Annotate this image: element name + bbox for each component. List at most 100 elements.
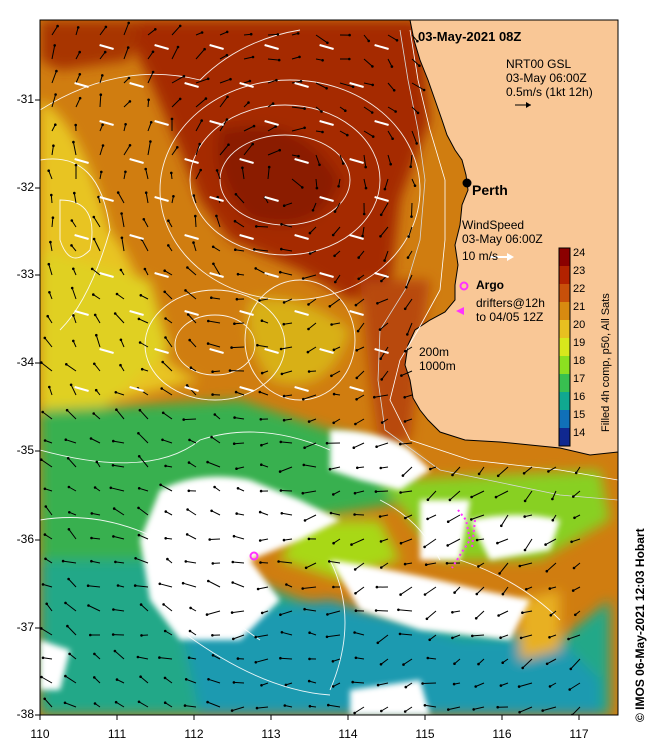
current-arrow-head bbox=[308, 252, 312, 255]
colorbar-tick-label: 19 bbox=[573, 337, 586, 349]
current-arrow-head bbox=[328, 467, 332, 471]
current-arrow-head bbox=[260, 463, 263, 467]
wind-arrow bbox=[319, 348, 334, 354]
current-arrow bbox=[284, 202, 293, 207]
current-arrow bbox=[162, 412, 173, 420]
current-arrow bbox=[143, 219, 149, 228]
contour-lines bbox=[40, 29, 561, 696]
wind-arrow bbox=[239, 310, 254, 316]
current-arrow-head bbox=[496, 705, 500, 709]
current-arrow bbox=[145, 192, 149, 204]
current-arrow bbox=[171, 147, 178, 156]
current-arrow bbox=[267, 58, 280, 61]
current-arrow-head bbox=[206, 460, 209, 464]
current-arrow-head bbox=[521, 666, 524, 670]
current-arrow-head bbox=[112, 535, 115, 538]
current-arrow-head bbox=[93, 676, 96, 679]
current-arrow-head bbox=[90, 536, 93, 540]
current-arrow-head bbox=[188, 629, 192, 633]
current-arrow-head bbox=[120, 212, 123, 215]
current-arrow-head bbox=[94, 388, 98, 392]
current-legend-line2: 03-May 06:00Z bbox=[506, 71, 587, 85]
colorbar-tick-label: 21 bbox=[573, 301, 586, 313]
current-arrow-head bbox=[451, 611, 454, 614]
current-arrow bbox=[303, 394, 317, 400]
current-arrow bbox=[354, 490, 365, 494]
current-arrow bbox=[308, 322, 317, 330]
current-arrow bbox=[121, 237, 125, 252]
current-arrow bbox=[235, 193, 245, 204]
current-arrow bbox=[207, 461, 221, 468]
current-arrow-head bbox=[279, 347, 283, 351]
y-tick-label: -34 bbox=[16, 355, 34, 369]
current-arrow-head bbox=[167, 219, 170, 222]
current-arrow-head bbox=[78, 96, 82, 100]
current-arrow-head bbox=[303, 446, 306, 450]
current-arrow bbox=[339, 82, 354, 88]
current-arrow bbox=[243, 143, 254, 156]
current-arrow bbox=[159, 583, 173, 588]
current-arrow bbox=[51, 217, 54, 228]
current-arrow-head bbox=[186, 266, 189, 269]
current-arrow-head bbox=[70, 244, 73, 247]
wind-legend-line2: 03-May 06:00Z bbox=[462, 232, 543, 246]
current-arrow-head bbox=[112, 439, 115, 443]
current-arrow-head bbox=[333, 210, 337, 213]
current-arrow-head bbox=[475, 592, 479, 596]
current-arrow-head bbox=[475, 538, 479, 542]
current-arrow bbox=[93, 413, 101, 420]
current-arrow-head bbox=[234, 193, 238, 196]
wind-arrow bbox=[154, 196, 169, 202]
current-arrow bbox=[140, 676, 149, 684]
current-arrow bbox=[135, 585, 149, 588]
current-arrow-head bbox=[303, 607, 306, 611]
current-arrow bbox=[339, 154, 344, 164]
current-arrow-head bbox=[120, 236, 124, 240]
current-arrow-head bbox=[164, 336, 167, 339]
current-arrow-head bbox=[308, 231, 312, 235]
current-arrow-head bbox=[52, 144, 55, 147]
current-arrow-head bbox=[210, 509, 213, 513]
current-arrow bbox=[147, 122, 152, 132]
current-arrow-head bbox=[364, 165, 368, 169]
current-arrow-head bbox=[111, 464, 115, 467]
current-arrow bbox=[64, 702, 77, 708]
current-arrow-head bbox=[545, 662, 549, 666]
current-arrow bbox=[354, 706, 365, 714]
current-arrow-head bbox=[89, 437, 93, 440]
current-arrow bbox=[99, 75, 103, 84]
current-arrow bbox=[71, 287, 77, 300]
current-arrow-head bbox=[277, 58, 281, 62]
current-arrow bbox=[356, 394, 365, 400]
current-arrow-head bbox=[133, 584, 137, 587]
current-arrow-head bbox=[423, 545, 426, 549]
current-arrow-head bbox=[43, 533, 47, 536]
current-arrow bbox=[303, 464, 317, 468]
colorbar-title: Filled 4h comp, p50, All Sats bbox=[600, 262, 620, 432]
current-arrow bbox=[542, 706, 557, 712]
current-arrow-head bbox=[406, 333, 409, 336]
current-arrow-head bbox=[93, 313, 97, 317]
current-arrow-head bbox=[170, 117, 174, 121]
current-arrow-head bbox=[280, 247, 283, 251]
current-arrow-head bbox=[167, 244, 170, 247]
current-arrow bbox=[162, 361, 173, 372]
current-arrow-head bbox=[139, 675, 142, 678]
current-arrow bbox=[48, 386, 53, 396]
current-arrow bbox=[138, 701, 149, 708]
current-arrow bbox=[411, 82, 425, 91]
y-tick-label: -36 bbox=[16, 532, 34, 546]
current-arrow-head bbox=[228, 369, 232, 372]
current-arrow-head bbox=[523, 548, 527, 552]
current-arrow bbox=[67, 625, 77, 636]
current-arrow bbox=[502, 586, 509, 595]
current-arrow bbox=[233, 681, 245, 684]
current-arrow bbox=[256, 706, 269, 709]
current-arrow bbox=[374, 394, 389, 398]
current-arrow bbox=[68, 486, 77, 492]
current-arrow bbox=[334, 274, 341, 283]
current-arrow-head bbox=[127, 21, 130, 25]
current-arrow-head bbox=[364, 186, 368, 190]
current-arrow bbox=[400, 442, 413, 445]
current-arrow-head bbox=[211, 370, 214, 374]
